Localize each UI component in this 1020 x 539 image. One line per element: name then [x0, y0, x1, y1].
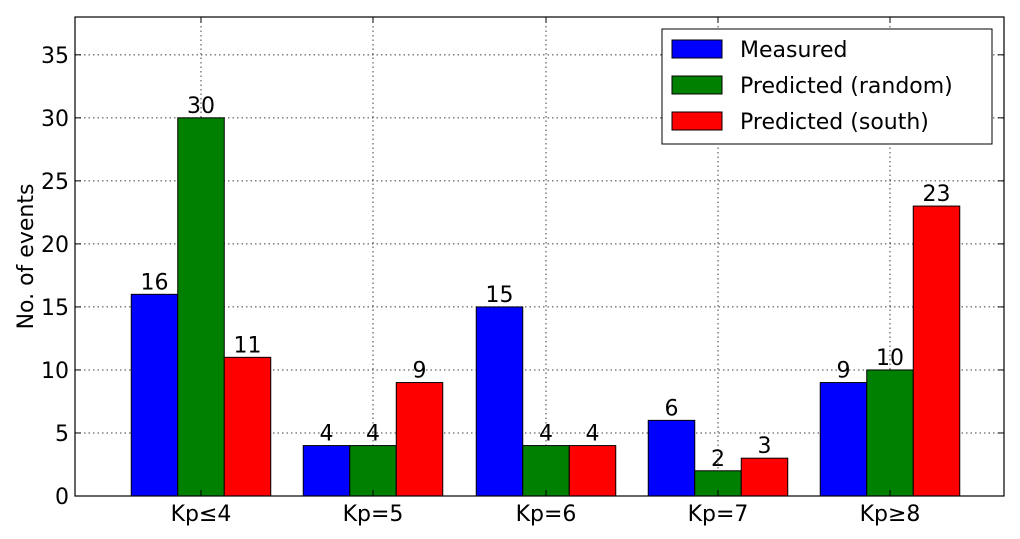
y-axis-label: No. of events: [14, 184, 39, 330]
bar-value-label: 6: [665, 396, 679, 421]
y-tick-label: 35: [41, 44, 69, 69]
bar-value-label: 4: [539, 422, 553, 447]
x-tick-label: Kp≥8: [860, 502, 921, 527]
bar-value-label: 4: [366, 422, 380, 447]
bar-value-label: 4: [586, 422, 600, 447]
x-tick-label: Kp=6: [516, 502, 577, 527]
bar: [349, 445, 397, 497]
plot-area-frame: [74, 16, 1005, 497]
y-tick-label: 10: [41, 359, 69, 384]
legend-swatch: [671, 75, 723, 95]
y-tick-label: 15: [41, 296, 69, 321]
bar-value-label: 9: [837, 359, 851, 384]
bar: [223, 356, 272, 497]
bar-value-label: 16: [141, 270, 169, 295]
bar: [647, 419, 696, 497]
data-labels: 16 4 15 6 9 30 4 4 2 10 11 9 4 3 23: [141, 94, 951, 472]
bars: [130, 117, 961, 497]
x-tick-label: Kp=5: [343, 502, 404, 527]
legend-entry-label: Predicted (south): [740, 110, 929, 135]
y-tick-label: 25: [41, 170, 69, 195]
bar: [522, 445, 570, 497]
y-tick-label: 20: [41, 233, 69, 258]
y-tick-label: 5: [55, 422, 69, 447]
legend-entry-label: Predicted (random): [740, 74, 953, 99]
legend-swatch: [671, 111, 723, 131]
y-tick-label: 0: [55, 485, 69, 510]
bar-value-label: 9: [413, 359, 427, 384]
bar-value-label: 3: [758, 434, 772, 459]
bar-value-label: 4: [320, 422, 334, 447]
bar-value-label: 10: [876, 346, 904, 371]
x-tick-label: Kp=7: [688, 502, 749, 527]
y-tick-label: 30: [41, 107, 69, 132]
bar: [568, 445, 617, 497]
legend: Measured Predicted (random) Predicted (sou…: [661, 28, 993, 145]
bar-value-label: 2: [711, 447, 725, 472]
bar: [302, 445, 351, 497]
y-axis-ticks: 0 5 10 15 20 25 30 35: [41, 44, 1004, 510]
bar-value-label: 30: [187, 94, 215, 119]
x-tick-label: Kp≤4: [171, 502, 232, 527]
bar-value-label: 23: [923, 182, 951, 207]
bar: [819, 382, 868, 497]
bar-value-label: 15: [486, 283, 514, 308]
x-axis-ticks: Kp≤4 Kp=5 Kp=6 Kp=7 Kp≥8: [171, 17, 921, 527]
bar: [866, 369, 914, 497]
bar: [177, 117, 225, 497]
legend-swatch: [671, 39, 723, 59]
bar: [130, 293, 179, 497]
bar: [395, 382, 444, 497]
bar: [912, 205, 961, 497]
legend-entry-label: Measured: [740, 38, 847, 63]
bar: [740, 457, 789, 497]
bar-value-label: 11: [234, 333, 262, 358]
bar: [475, 306, 524, 497]
